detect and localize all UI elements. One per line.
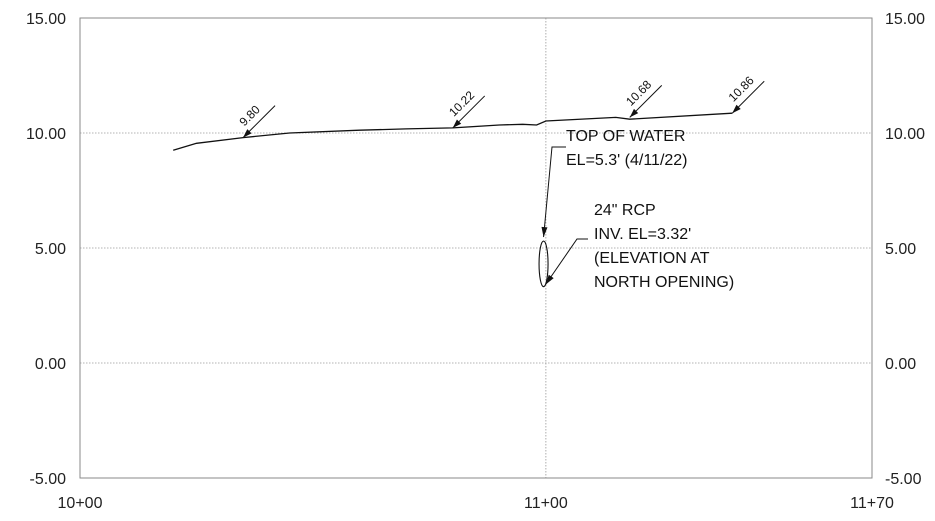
annotation-line: NORTH OPENING) bbox=[594, 274, 734, 291]
leader-arrow bbox=[243, 129, 252, 138]
y-tick-label-left: 0.00 bbox=[35, 356, 66, 373]
elevation-label-text: 10.86 bbox=[726, 73, 757, 104]
elevation-label-text: 9.80 bbox=[236, 102, 263, 129]
x-tick-label: 11+00 bbox=[524, 495, 568, 512]
annotation-line: EL=5.3' (4/11/22) bbox=[566, 152, 688, 169]
y-ticks-right: -5.00 0.00 5.00 10.00 15.00 bbox=[885, 11, 925, 488]
annotation-leader bbox=[543, 146, 566, 238]
x-tick-label: 11+70 bbox=[850, 495, 894, 512]
y-tick-label-right: -5.00 bbox=[885, 471, 922, 488]
y-tick-label-right: 0.00 bbox=[885, 356, 916, 373]
y-tick-label-left: 10.00 bbox=[26, 126, 66, 143]
x-tick-label: 10+00 bbox=[58, 495, 103, 512]
annotation-pipe: 24" RCP INV. EL=3.32' (ELEVATION AT NORTH … bbox=[545, 202, 734, 291]
y-tick-label-right: 10.00 bbox=[885, 126, 925, 143]
y-ticks-left: -5.00 0.00 5.00 10.00 15.00 bbox=[26, 11, 66, 488]
annotation-line: 24" RCP bbox=[594, 202, 656, 219]
leader-arrow bbox=[732, 104, 741, 114]
y-tick-label-left: 5.00 bbox=[35, 241, 66, 258]
leader-arrow bbox=[452, 119, 462, 128]
y-tick-label-left: 15.00 bbox=[26, 11, 66, 28]
pipe-ellipse bbox=[538, 240, 549, 288]
x-ticks: 10+00 11+00 11+70 bbox=[58, 495, 894, 512]
annotation-line: TOP OF WATER bbox=[566, 128, 685, 145]
pipe-group bbox=[538, 240, 549, 288]
y-tick-label-right: 5.00 bbox=[885, 241, 916, 258]
elevation-label: 9.80 bbox=[236, 102, 276, 138]
annotation-top-of-water: TOP OF WATER EL=5.3' (4/11/22) bbox=[541, 128, 688, 238]
annotation-line: (ELEVATION AT bbox=[594, 250, 710, 267]
annotations: TOP OF WATER EL=5.3' (4/11/22) 24" RCP INV.… bbox=[541, 128, 734, 291]
annotation-arrow bbox=[545, 274, 554, 285]
elevation-label-text: 10.68 bbox=[623, 77, 654, 108]
grid bbox=[79, 17, 873, 479]
y-tick-label-right: 15.00 bbox=[885, 11, 925, 28]
elevation-label: 10.86 bbox=[726, 73, 765, 114]
y-tick-label-left: -5.00 bbox=[30, 471, 67, 488]
elevation-label: 10.68 bbox=[623, 77, 663, 118]
ground-profile-line bbox=[173, 112, 733, 151]
annotation-leader bbox=[545, 238, 588, 285]
annotation-arrow bbox=[541, 226, 548, 238]
elevation-label: 10.22 bbox=[446, 88, 486, 129]
elevation-label-text: 10.22 bbox=[446, 88, 477, 119]
plot-frame bbox=[79, 17, 873, 479]
annotation-line: INV. EL=3.32' bbox=[594, 226, 691, 243]
leader-arrow bbox=[629, 108, 639, 118]
